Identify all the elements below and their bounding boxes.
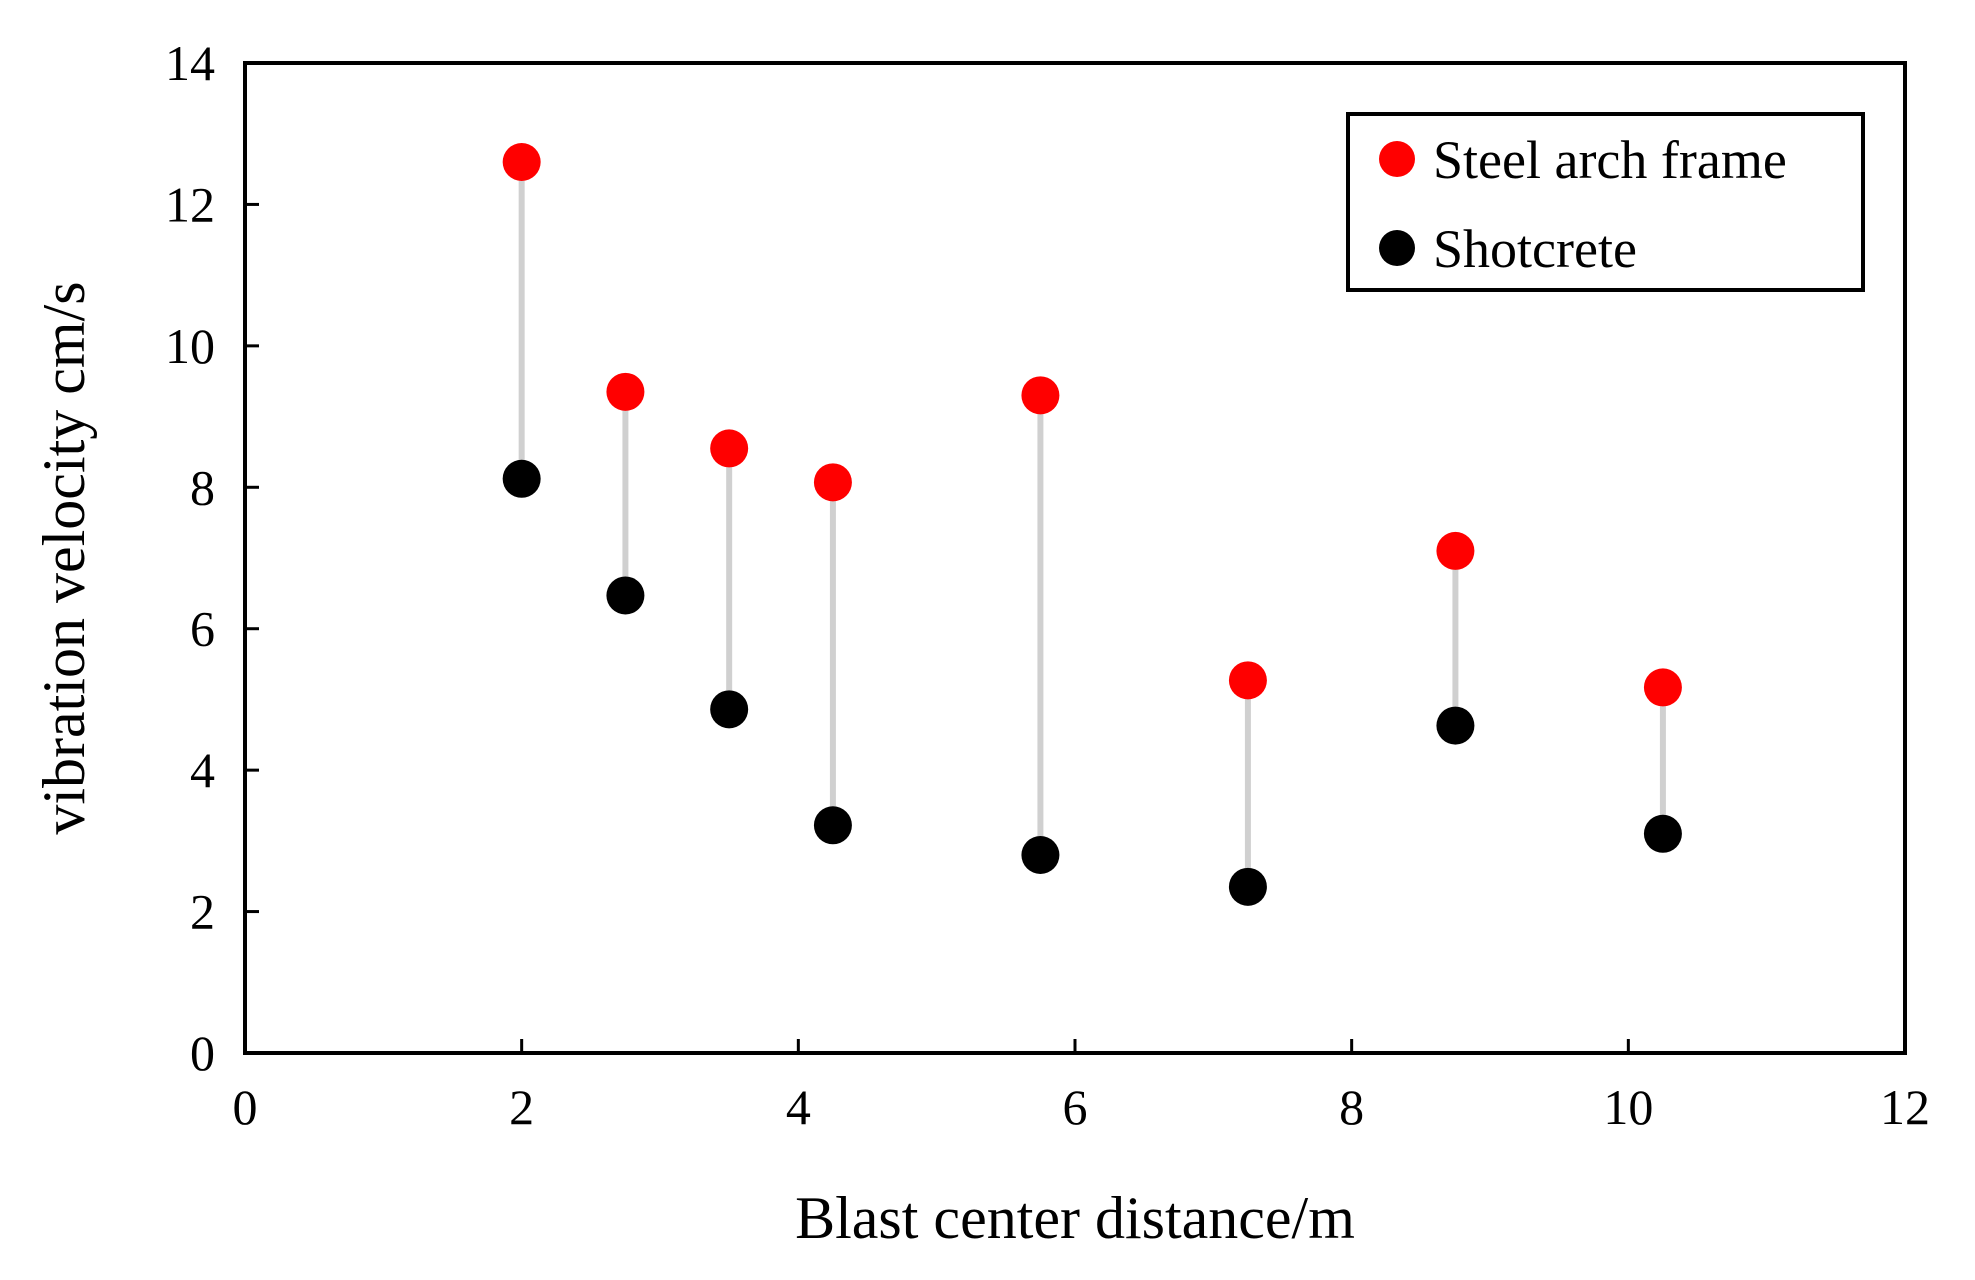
y-axis-title: vibration velocity cm/s [31,281,97,834]
x-tick-label-3: 6 [1063,1079,1088,1135]
legend-label-steel-arch-frame: Steel arch frame [1433,130,1787,190]
legend-marker-shotcrete [1379,230,1415,266]
legend-box [1346,112,1865,292]
point-shotcrete-5 [1228,867,1267,906]
y-tick-label-0: 0 [190,1025,215,1081]
point-steel-arch-frame-6 [1436,531,1475,570]
point-steel-arch-frame-2 [710,429,749,468]
x-tick-label-2: 4 [786,1079,811,1135]
x-tick-label-5: 10 [1603,1079,1653,1135]
point-steel-arch-frame-5 [1228,661,1267,700]
point-steel-arch-frame-0 [502,143,541,181]
y-tick-label-6: 12 [165,176,215,232]
y-tick-label-5: 10 [165,318,215,374]
point-steel-arch-frame-1 [606,372,645,411]
y-axis-tick-labels: 0 2 4 6 8 10 12 14 [165,35,215,1081]
x-axis-tick-labels: 0 2 4 6 8 10 12 [233,1079,1931,1135]
x-tick-label-4: 8 [1339,1079,1364,1135]
legend-marker-steel-arch-frame [1379,141,1415,177]
y-tick-label-3: 6 [190,601,215,657]
point-shotcrete-3 [813,806,852,845]
point-shotcrete-4 [1021,836,1060,874]
point-shotcrete-0 [502,459,541,498]
y-tick-label-1: 2 [190,884,215,940]
y-tick-label-7: 14 [165,35,215,91]
point-steel-arch-frame-3 [813,463,852,502]
connector-lines [518,162,1666,887]
x-axis-ticks [243,1039,1907,1053]
point-shotcrete-6 [1436,706,1475,745]
legend-label-shotcrete: Shotcrete [1433,219,1637,279]
x-tick-label-6: 12 [1880,1079,1930,1135]
point-steel-arch-frame-7 [1643,668,1682,707]
data-points [502,143,1682,906]
legend: Steel arch frame Shotcrete [1346,112,1865,292]
point-shotcrete-2 [710,690,749,729]
x-tick-label-1: 2 [509,1079,534,1135]
y-tick-label-2: 4 [190,742,215,798]
point-shotcrete-1 [606,576,645,615]
point-steel-arch-frame-4 [1021,376,1060,415]
point-shotcrete-7 [1643,814,1682,853]
x-axis-title: Blast center distance/m [795,1185,1355,1251]
x-tick-label-0: 0 [233,1079,258,1135]
y-axis-ticks [245,61,259,1055]
y-tick-label-4: 8 [190,459,215,515]
